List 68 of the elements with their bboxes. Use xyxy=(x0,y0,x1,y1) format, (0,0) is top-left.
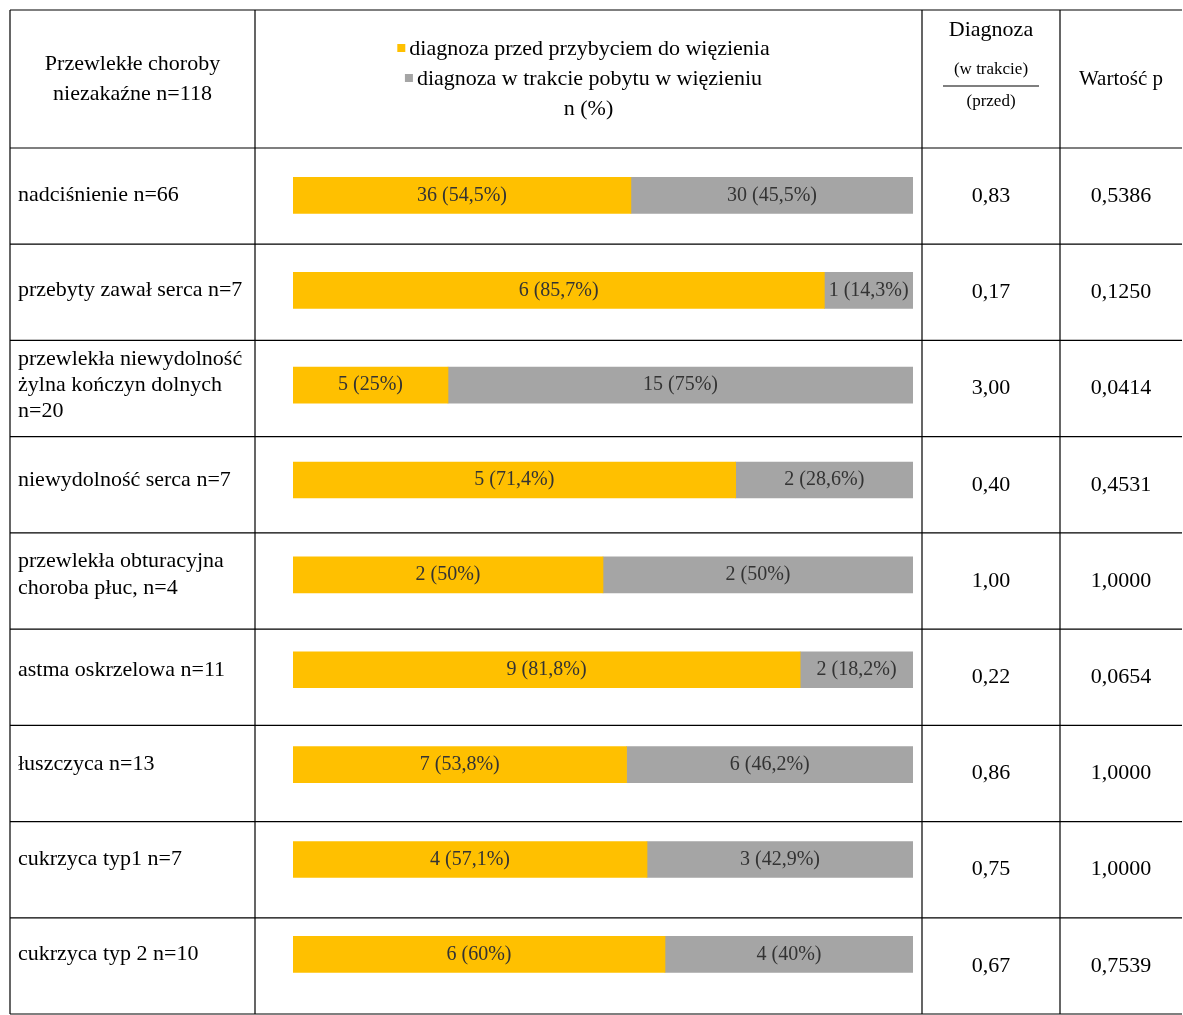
y-tick-label: niewydolność serca n=7 xyxy=(18,465,231,491)
bar xyxy=(664,936,913,973)
text: 3,00 xyxy=(971,374,1011,400)
text: 0,0654 xyxy=(1090,663,1152,688)
bar xyxy=(293,936,666,973)
text: 1,00 xyxy=(971,566,1011,592)
bar xyxy=(602,556,913,594)
text: 0,4531 xyxy=(1090,470,1152,496)
data-label: 7 (53,8%) xyxy=(419,751,500,775)
bar xyxy=(646,841,913,878)
text: 0,22 xyxy=(971,663,1011,688)
bar xyxy=(293,746,627,783)
data-label: 1 (14,3%) xyxy=(828,277,909,301)
data-label: 3 (42,9%) xyxy=(740,846,820,870)
y-tick-label: cukrzyca typ1 n=7 xyxy=(18,845,182,871)
text: Diagnoza xyxy=(948,15,1034,41)
y-tick-label: przewlekła obturacyjna choroba płuc, n=4 xyxy=(18,547,225,599)
y-tick-label: cukrzyca typ 2 n=10 xyxy=(18,940,199,966)
text: 0,75 xyxy=(971,855,1011,881)
data-label: 2 (28,6%) xyxy=(784,467,865,491)
text: 0,1250 xyxy=(1090,278,1152,304)
y-axis-title: Przewlekłe choroby niezakaźne n=118 xyxy=(44,49,221,105)
text: 0,5386 xyxy=(1090,181,1152,207)
text: 0,7539 xyxy=(1090,951,1152,977)
data-label: 6 (85,7%) xyxy=(518,277,599,301)
text: (w trakcie) xyxy=(953,59,1029,79)
data-label: 9 (81,8%) xyxy=(506,657,587,681)
text: Wartość p xyxy=(1078,65,1164,90)
text: 0,86 xyxy=(971,759,1011,785)
x-axis-title: n (%) xyxy=(563,94,614,120)
y-tick-label: łuszczyca n=13 xyxy=(18,750,155,776)
text: (przed) xyxy=(966,91,1016,111)
bar xyxy=(447,366,913,404)
bar xyxy=(293,841,648,878)
bar xyxy=(626,746,913,783)
bar xyxy=(293,556,604,594)
bar xyxy=(293,651,801,689)
bar xyxy=(293,461,737,499)
text: 1,0000 xyxy=(1090,566,1152,592)
y-tick-label: przewlekła niewydolność żylna kończyn dolnych n=20 xyxy=(18,344,243,423)
data-label: 5 (71,4%) xyxy=(474,467,555,491)
data-label: 6 (60%) xyxy=(446,941,512,965)
data-label: 6 (46,2%) xyxy=(729,751,810,775)
y-tick-label: przebyty zawał serca n=7 xyxy=(18,276,243,302)
text: 0,67 xyxy=(971,951,1011,977)
y-tick-label: astma oskrzelowa n=11 xyxy=(18,655,226,681)
data-label: 15 (75%) xyxy=(643,372,718,396)
bar xyxy=(293,271,825,309)
legend-label: diagnoza w trakcie pobytu w więzieniu xyxy=(416,64,763,90)
text: 1,0000 xyxy=(1090,855,1152,881)
data-label: 2 (18,2%) xyxy=(816,657,897,681)
bar xyxy=(630,177,913,214)
text: 0,40 xyxy=(971,470,1011,496)
data-label: 2 (50%) xyxy=(725,562,791,586)
legend-label: diagnoza przed przybyciem do więzienia xyxy=(409,34,770,60)
data-label: 5 (25%) xyxy=(338,372,403,396)
data-label: 36 (54,5%) xyxy=(416,182,507,206)
bar xyxy=(293,177,632,214)
data-label: 4 (57,1%) xyxy=(430,846,510,870)
data-label: 4 (40%) xyxy=(756,941,822,965)
data-label: 30 (45,5%) xyxy=(726,182,817,206)
bar xyxy=(293,366,449,404)
text: 0,83 xyxy=(971,181,1011,207)
text: 0,0414 xyxy=(1090,374,1152,400)
text: 1,0000 xyxy=(1090,759,1152,785)
data-label: 2 (50%) xyxy=(415,562,481,586)
text: 0,17 xyxy=(971,278,1011,304)
y-tick-label: nadciśnienie n=66 xyxy=(18,181,179,207)
